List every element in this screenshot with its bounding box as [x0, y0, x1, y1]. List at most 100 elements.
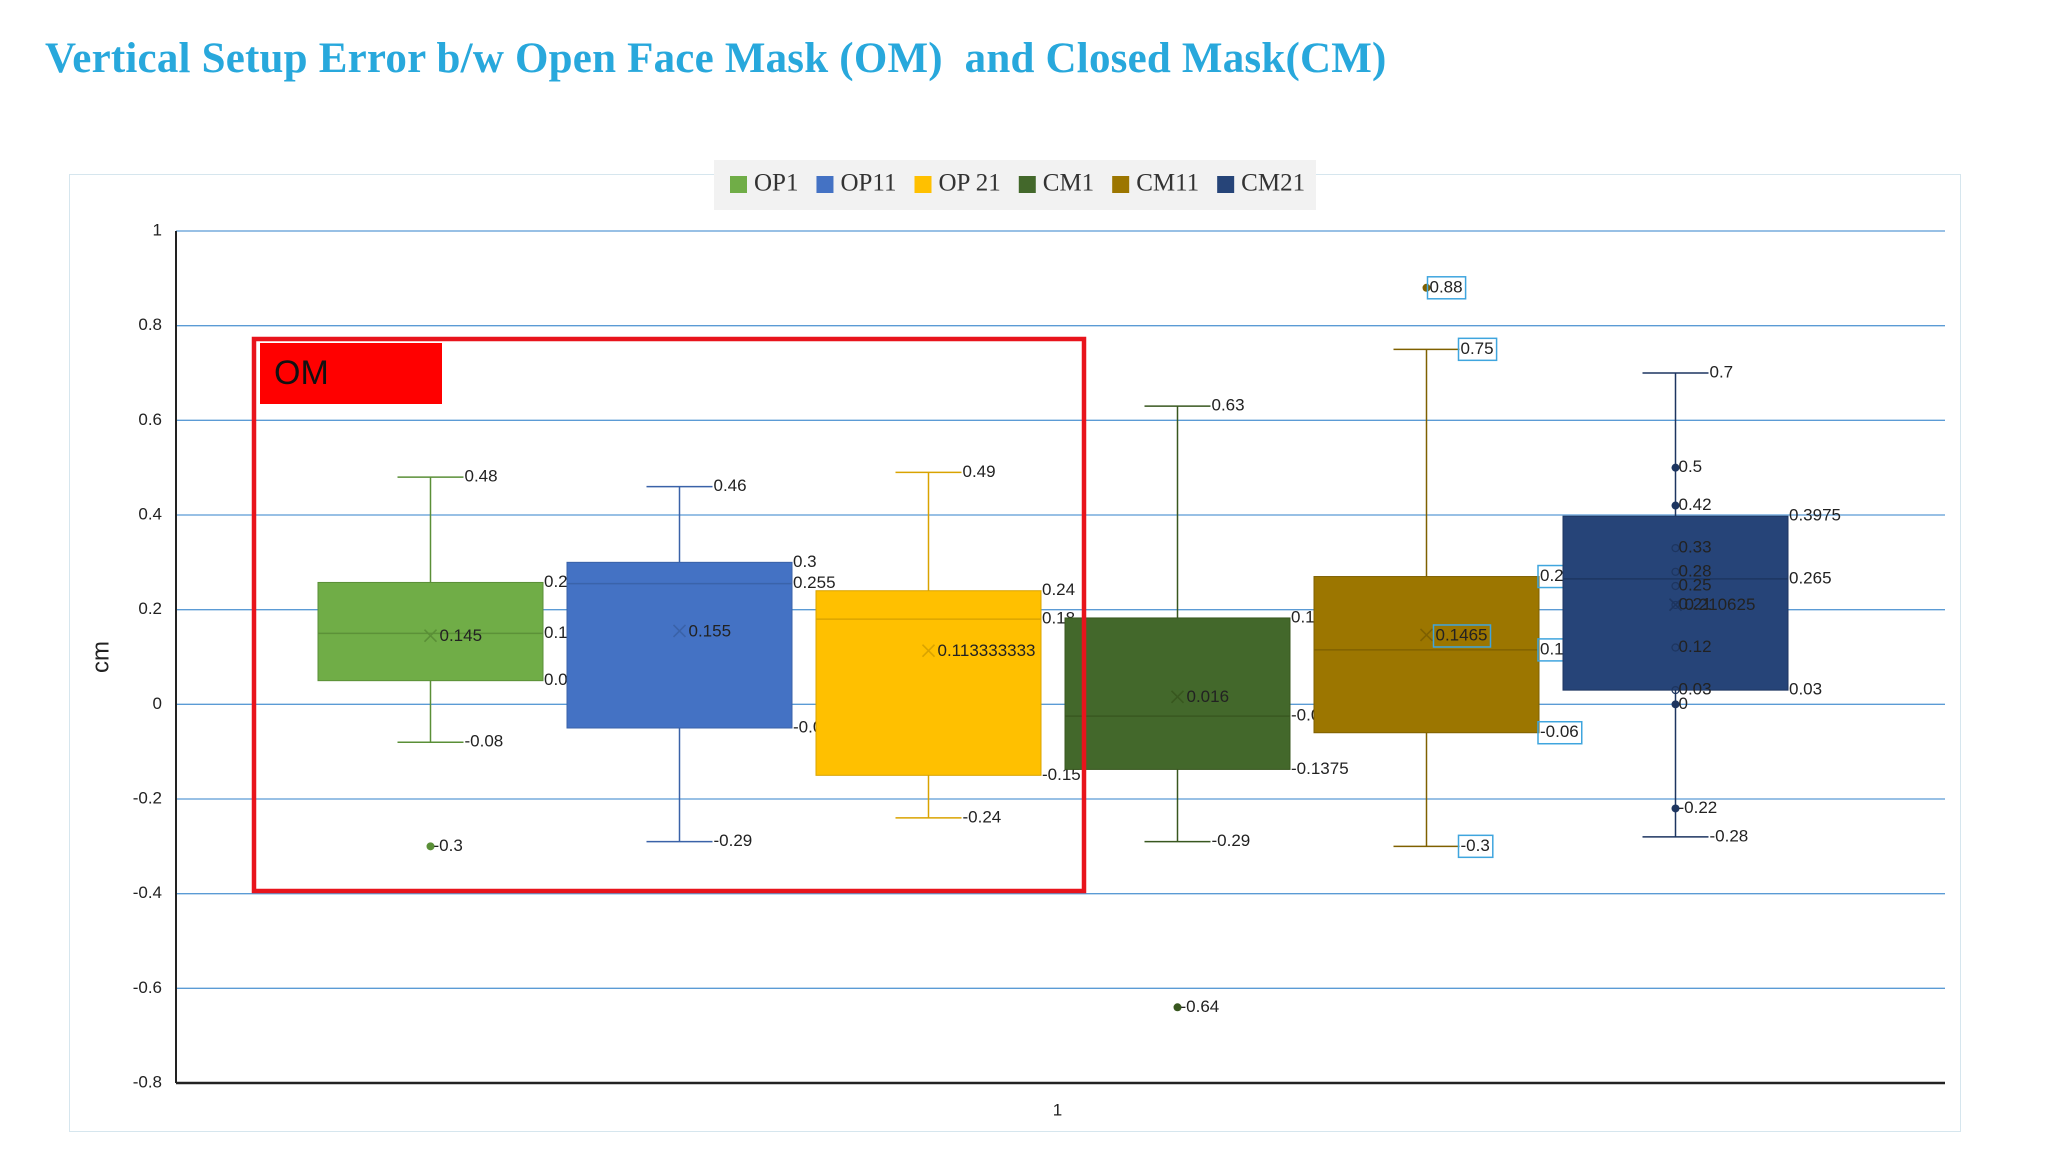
label-outline — [1457, 337, 1498, 362]
outlier-label: 0.88 — [1430, 277, 1463, 296]
box-body — [1064, 617, 1291, 770]
om-label: OM — [274, 354, 329, 392]
box-body — [815, 590, 1042, 776]
outlier-label: 0.42 — [1679, 495, 1712, 514]
outlier-label: -0.22 — [1679, 798, 1718, 817]
box-series-cm1: -0.640.63-0.290.1825-0.1375-0.0250.016 — [1064, 396, 1349, 1016]
inner-point — [1671, 567, 1680, 576]
y-tick-label: -0.8 — [133, 1072, 162, 1091]
outlier-label: -0.3 — [434, 836, 463, 855]
legend-background — [714, 160, 1316, 210]
median-label: 0.265 — [1789, 568, 1832, 587]
legend-label: OP11 — [840, 170, 896, 197]
inner-point — [1671, 600, 1680, 610]
mean-marker — [1668, 598, 1683, 612]
inner-point — [1671, 581, 1680, 591]
om-label-background — [260, 343, 442, 404]
box-body — [1313, 576, 1540, 734]
mean-label: 0.155 — [689, 621, 732, 640]
box-series-cm21: 0.33 0.280.250.21 0.12 0.03 0.5 0.42 0 -0.22 0.7… — [1562, 362, 1841, 845]
inner-point — [1671, 643, 1680, 652]
legend-swatch — [1217, 176, 1235, 193]
outlier-label: 0 — [1679, 694, 1688, 713]
min-label: -0.29 — [714, 831, 753, 850]
legend-label: CM1 — [1043, 170, 1094, 197]
mean-label: 0.1465 — [1436, 625, 1488, 644]
slide-title: Vertical Setup Error b/w Open Face Mask … — [45, 35, 1387, 82]
max-label: 0.7 — [1710, 362, 1734, 381]
outlier-point — [1671, 700, 1680, 709]
box-body — [566, 561, 793, 729]
min-label: -0.24 — [963, 807, 1002, 826]
q3-label: 0.3 — [793, 552, 817, 571]
y-tick-label: 0 — [153, 694, 162, 713]
y-tick-label: 0.4 — [138, 504, 162, 523]
inner-point — [1671, 686, 1680, 695]
inner-point-label: 0.12 — [1679, 637, 1712, 656]
y-tick-label: 0.8 — [138, 315, 162, 334]
outlier-point — [1671, 501, 1680, 510]
x-tick-label: 1 — [1053, 1100, 1062, 1119]
inner-point — [1671, 544, 1680, 553]
outlier-point — [1671, 463, 1680, 472]
legend-swatch — [1112, 176, 1130, 193]
legend-swatch — [1018, 176, 1036, 193]
q1-label: -0.1375 — [1291, 759, 1349, 778]
outlier-label: -0.64 — [1181, 997, 1220, 1016]
min-label: -0.29 — [1212, 831, 1251, 850]
outlier-label: 0.5 — [1679, 457, 1703, 476]
mean-marker — [1170, 690, 1185, 704]
outlier-point — [426, 842, 435, 851]
label-outline — [1432, 624, 1492, 648]
y-tick-label: 0.6 — [138, 410, 162, 429]
min-label: -0.28 — [1710, 826, 1749, 845]
mean-label: 0.145 — [440, 626, 483, 645]
inner-point-label: 0.03 — [1679, 680, 1712, 699]
om-highlight-box — [251, 336, 1087, 894]
max-label: 0.75 — [1461, 339, 1494, 358]
max-label: 0.49 — [963, 462, 996, 481]
om-annotation: OM — [251, 336, 1087, 894]
y-tick-label: -0.2 — [133, 788, 162, 807]
outlier-point — [1173, 1003, 1182, 1012]
q3-label: 0.3975 — [1789, 506, 1841, 525]
y-tick-label: 0.2 — [138, 599, 162, 618]
inner-point-label: 0.25 — [1679, 575, 1712, 594]
mean-marker — [921, 644, 936, 658]
legend: OP1 OP11 OP 21 CM1 CM11 CM21 — [714, 160, 1316, 210]
y-tick-label: 1 — [153, 220, 162, 239]
legend-label: CM21 — [1241, 170, 1305, 197]
max-label: 0.63 — [1212, 396, 1245, 415]
box-series-op1: -0.30.48-0.080.25750.050.150.145 — [317, 467, 596, 855]
legend-swatch — [816, 176, 834, 193]
y-tick-label: -0.4 — [133, 883, 162, 902]
mean-label: 0.210625 — [1685, 595, 1756, 614]
median-label: 0.255 — [793, 573, 836, 592]
mean-label: 0.113333333 — [938, 641, 1036, 660]
label-outline — [1457, 834, 1494, 859]
label-outline — [1537, 720, 1583, 745]
legend-swatch — [914, 176, 932, 193]
inner-point-label: 0.33 — [1679, 538, 1712, 557]
y-tick-label: -0.6 — [133, 978, 162, 997]
mean-marker — [672, 624, 687, 638]
inner-point-label: 0.28 — [1679, 561, 1712, 580]
legend-label: OP 21 — [939, 170, 1001, 197]
outlier-point — [1671, 804, 1680, 813]
y-axis-label: cm — [87, 641, 114, 673]
box-body — [317, 581, 544, 682]
q3-label: 0.24 — [1042, 580, 1075, 599]
max-label: 0.46 — [714, 476, 747, 495]
min-label: -0.08 — [465, 732, 504, 751]
box-series-op21: 0.49-0.240.24-0.150.180.113333333 — [815, 462, 1081, 826]
mean-marker — [1419, 628, 1434, 642]
label-outline — [1426, 276, 1467, 300]
legend-label: OP1 — [754, 170, 798, 197]
legend-label: CM11 — [1136, 170, 1199, 197]
q1-label: -0.06 — [1540, 722, 1579, 741]
mean-label: 0.016 — [1187, 687, 1230, 706]
